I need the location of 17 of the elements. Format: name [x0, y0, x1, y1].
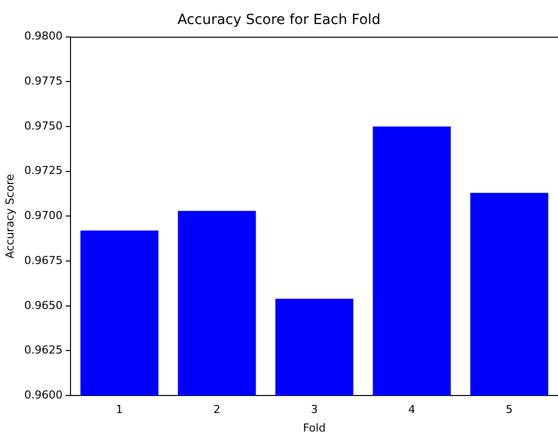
y-tick-label: 0.9775	[24, 74, 63, 88]
x-tick-label: 5	[506, 403, 513, 416]
x-tick-label: 1	[116, 403, 123, 416]
y-tick-label: 0.9625	[24, 344, 63, 357]
y-axis-title: Accuracy Score	[3, 174, 16, 258]
y-tick-label: 0.9700	[24, 209, 63, 222]
y-tick-label: 0.9675	[24, 254, 63, 267]
x-axis-title: Fold	[302, 421, 326, 434]
y-tick-label: 0.9650	[24, 298, 63, 312]
y-tick-label: 0.9600	[24, 388, 63, 402]
x-tick-label: 4	[408, 403, 416, 416]
y-tick-label: 0.9725	[24, 164, 63, 178]
chart-title: Accuracy Score for Each Fold	[177, 12, 381, 28]
x-tick-label: 3	[310, 403, 318, 416]
y-tick-label: 0.9750	[24, 119, 63, 132]
y-tick-label: 0.9800	[24, 30, 63, 43]
x-tick-label: 2	[213, 403, 220, 416]
